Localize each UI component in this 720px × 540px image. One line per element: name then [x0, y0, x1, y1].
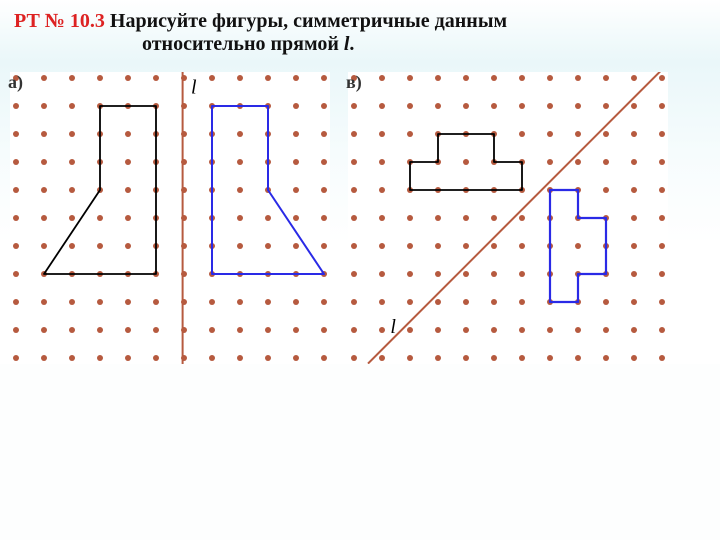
rt-label: РТ № 10.3	[14, 10, 105, 32]
svg-text:l: l	[390, 316, 396, 338]
svg-text:l: l	[191, 76, 197, 98]
panel-b: в) l	[348, 72, 668, 364]
task-text-2: относительно прямой	[142, 33, 344, 55]
panel-a-label: а)	[8, 72, 23, 93]
panel-a: а) l	[10, 72, 330, 364]
task-line-1: РТ № 10.3 Нарисуйте фигуры, симметричные…	[14, 10, 706, 33]
task-period: .	[349, 33, 354, 55]
panel-b-label: в)	[346, 72, 362, 93]
panel-b-svg: l	[348, 72, 668, 364]
task-header: РТ № 10.3 Нарисуйте фигуры, симметричные…	[0, 0, 720, 62]
panel-a-svg: l	[10, 72, 330, 364]
task-text-1: Нарисуйте фигуры, симметричные данным	[105, 10, 507, 32]
figure-panels: а) l в) l	[0, 62, 720, 364]
task-line-2: относительно прямой l.	[14, 33, 706, 56]
